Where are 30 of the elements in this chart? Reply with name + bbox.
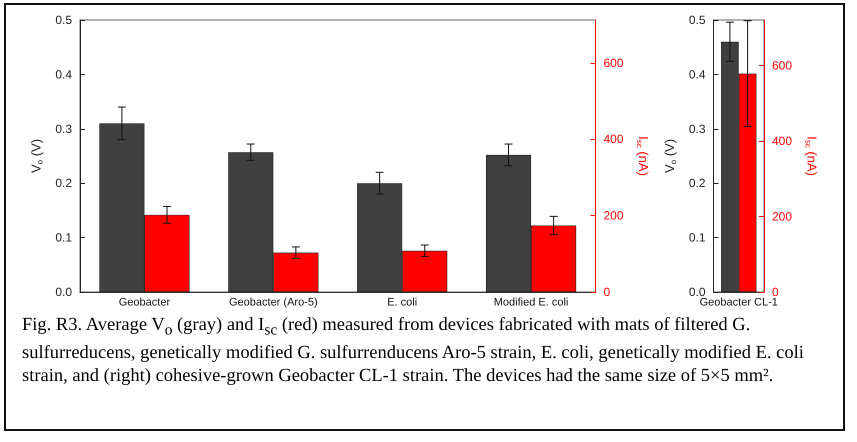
y-tick-label: 0.1 (55, 230, 72, 245)
y-tick-label: 0.4 (688, 67, 706, 82)
x-tick-label: Modified E. coli (494, 296, 568, 308)
y2-tick-label: 600 (604, 56, 624, 70)
y2-tick-label: 0 (604, 285, 610, 299)
y-tick-label: 0.3 (688, 122, 706, 136)
y-tick-label: 0.2 (688, 176, 706, 190)
y2-tick-label: 200 (604, 208, 624, 223)
x-tick-label: Geobacter CL-1 (700, 296, 778, 308)
y-tick-label: 0.5 (688, 13, 706, 27)
y2-axis-title: Isc (nA) (635, 136, 651, 176)
y-tick-label: 0.0 (55, 285, 72, 299)
y-axis-title: Vo (V) (662, 138, 678, 174)
y2-tick-label: 400 (604, 132, 624, 146)
y-tick-label: 0.4 (55, 67, 72, 82)
x-tick-label: E. coli (387, 296, 418, 308)
y-tick-label: 0.5 (55, 13, 72, 27)
caption: Fig. R3. Average V$_{o}$ (gray) and I$_{sc}$ (red) measured from devices fabricated with mats of filtered G. sulfurreducens, genetically modified G. sulfurrenducens Aro-5 strain, E. coli, genetically modified E. coli strain, and (right) cohesive-grown Geobacter CL-1 strain. The devices had the same size of 5×5 mm². (22, 314, 805, 388)
y2-tick-label: 600 (772, 58, 792, 72)
y2-tick-label: 400 (772, 134, 792, 148)
y2-tick-label: 200 (772, 209, 792, 224)
y-tick-label: 0.1 (688, 230, 706, 245)
y2-tick-label: 0 (772, 285, 779, 299)
y-tick-label: 0.3 (55, 122, 72, 136)
x-tick-label: Geobacter (118, 296, 170, 308)
y-tick-label: 0.2 (55, 176, 72, 190)
y-tick-label: 0.0 (688, 285, 706, 299)
y2-axis-title: Isc (nA) (804, 136, 820, 176)
x-tick-label: Geobacter (Aro-5) (228, 296, 318, 308)
y-axis-title: Vo (V) (28, 138, 44, 174)
